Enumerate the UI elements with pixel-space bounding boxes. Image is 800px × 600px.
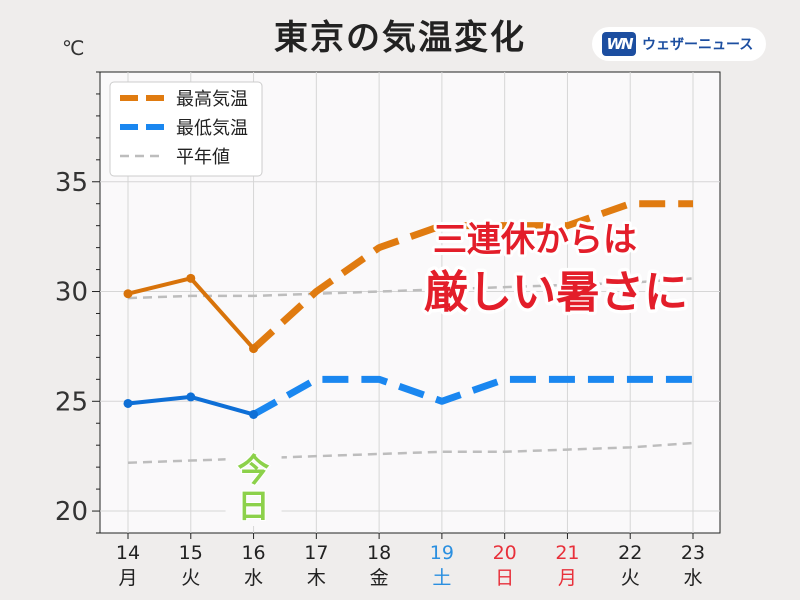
x-tick-label-weekday: 水	[244, 567, 263, 589]
x-tick-label-day: 21	[555, 542, 579, 564]
x-tick-label-day: 23	[681, 542, 705, 564]
x-tick-label-day: 19	[430, 542, 454, 564]
y-tick-label: 35	[55, 168, 88, 198]
normal-high-line	[127, 277, 694, 300]
x-tick-label-weekday: 木	[307, 567, 326, 589]
low-temp-forecast-line	[251, 375, 693, 418]
legend-label: 最低気温	[176, 118, 248, 139]
x-tick-label-day: 20	[493, 542, 517, 564]
x-tick-label-day: 17	[304, 542, 328, 564]
low-temp-point	[123, 398, 133, 408]
y-tick-label: 20	[55, 497, 88, 527]
high-temp-point	[123, 289, 133, 299]
high-temp-point	[186, 273, 196, 283]
x-tick-label-weekday: 月	[118, 567, 137, 589]
low-temp-point	[249, 409, 259, 419]
annotation-line-1: 三連休からは	[433, 220, 637, 260]
today-label-char: 今	[238, 451, 270, 489]
x-tick-label-weekday: 火	[181, 567, 200, 589]
today-label-char: 日	[238, 487, 270, 525]
x-tick-label-weekday: 火	[621, 567, 640, 589]
x-tick-label-day: 16	[241, 542, 265, 564]
x-tick-label-day: 15	[179, 542, 203, 564]
brand-logo: WN ウェザーニュース	[592, 27, 766, 61]
legend-label: 最高気温	[176, 89, 248, 110]
y-unit-label: ℃	[62, 36, 85, 60]
x-tick-label-weekday: 土	[432, 567, 451, 589]
high-temp-forecast-line	[251, 200, 693, 352]
x-tick-label-day: 14	[116, 542, 140, 564]
today-label-background	[225, 450, 282, 526]
x-tick-label-weekday: 日	[495, 567, 514, 589]
annotation-line-2: 厳しい暑さに	[424, 267, 688, 318]
y-tick-label: 25	[55, 387, 88, 417]
legend-box	[109, 81, 263, 177]
high-temp-point	[249, 344, 259, 354]
x-tick-label-weekday: 金	[370, 567, 389, 589]
normal-low-line	[127, 441, 694, 465]
y-tick-label: 30	[55, 278, 88, 308]
x-tick-label-day: 18	[367, 542, 391, 564]
brand-logo-icon: WN	[602, 32, 636, 56]
brand-name: ウェザーニュース	[642, 37, 754, 53]
page-title: 東京の気温変化	[274, 18, 526, 58]
x-tick-label-day: 22	[618, 542, 642, 564]
low-temp-point	[186, 392, 196, 402]
x-tick-label-weekday: 水	[683, 567, 702, 589]
legend-label: 平年値	[176, 147, 230, 168]
x-tick-label-weekday: 月	[558, 567, 577, 589]
